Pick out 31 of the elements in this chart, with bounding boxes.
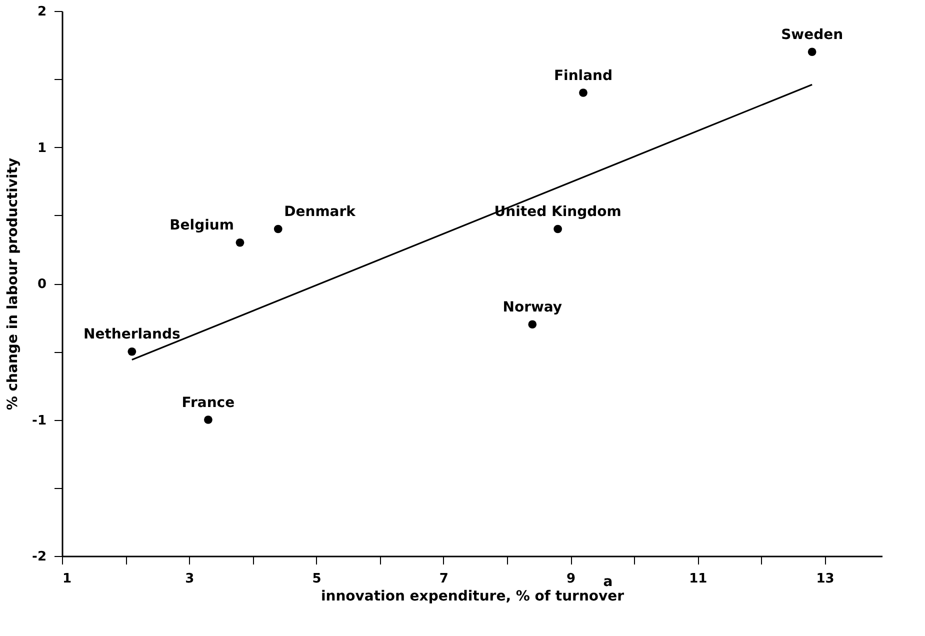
annotation: France bbox=[182, 394, 235, 411]
x-tick-label: 7 bbox=[439, 572, 448, 586]
point bbox=[128, 347, 136, 356]
x-tick-label: 1 bbox=[62, 572, 72, 586]
y-axis-title: % change in labour productivity bbox=[5, 158, 22, 410]
x-axis-title: innovation expenditure, % of turnover bbox=[320, 588, 624, 604]
point bbox=[274, 224, 282, 234]
annotation: Denmark bbox=[284, 204, 356, 220]
x-tick-label: 13 bbox=[816, 572, 834, 586]
text: a bbox=[603, 574, 613, 590]
point bbox=[579, 88, 588, 97]
point bbox=[204, 416, 212, 424]
x-tick-label: 9 bbox=[566, 572, 576, 586]
x-tick-label: 11 bbox=[689, 572, 708, 586]
point bbox=[554, 224, 562, 234]
y-tick-label: -2 bbox=[32, 550, 46, 564]
annotation: Finland bbox=[554, 68, 613, 84]
y-tick-label: 0 bbox=[37, 277, 46, 292]
x-tick-label: 5 bbox=[312, 572, 322, 586]
y-tick-label: 1 bbox=[37, 140, 46, 156]
point bbox=[528, 320, 537, 329]
annotation: Belgium bbox=[170, 218, 234, 234]
annotation: Sweden bbox=[781, 26, 844, 43]
annotation: United Kingdom bbox=[494, 204, 622, 220]
point bbox=[236, 238, 244, 247]
x-tick-label: 3 bbox=[185, 572, 194, 586]
annotation: Netherlands bbox=[84, 326, 180, 343]
y-tick-label: -1 bbox=[32, 413, 46, 428]
annotation: Norway bbox=[502, 299, 562, 316]
point bbox=[808, 48, 816, 56]
y-tick-label: 2 bbox=[37, 4, 46, 20]
